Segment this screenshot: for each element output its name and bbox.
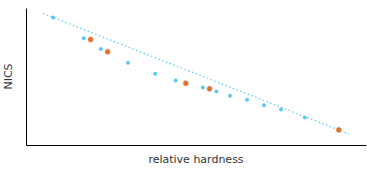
trendline [43,13,349,134]
point [228,94,232,98]
point [99,47,103,51]
point [214,90,218,94]
point [207,86,213,92]
point [279,107,283,111]
point [201,85,205,89]
axis-line [26,9,27,146]
point [82,36,86,40]
point [174,79,178,83]
point [126,61,130,65]
point [183,80,189,86]
chart: relative hardness NICS [0,0,378,171]
y-axis-title: NICS [2,63,15,89]
plot [27,9,367,146]
axis-line [27,145,367,146]
point [262,103,266,107]
x-axis [27,145,367,146]
marks [43,13,349,134]
point [88,37,94,43]
point [245,98,249,102]
point [303,116,307,120]
point-group [88,37,342,133]
point-group [51,16,341,131]
point [336,127,342,133]
point [153,72,157,76]
point [51,16,55,20]
y-axis [26,9,27,146]
point [105,49,111,55]
x-axis-title: relative hardness [148,153,243,166]
